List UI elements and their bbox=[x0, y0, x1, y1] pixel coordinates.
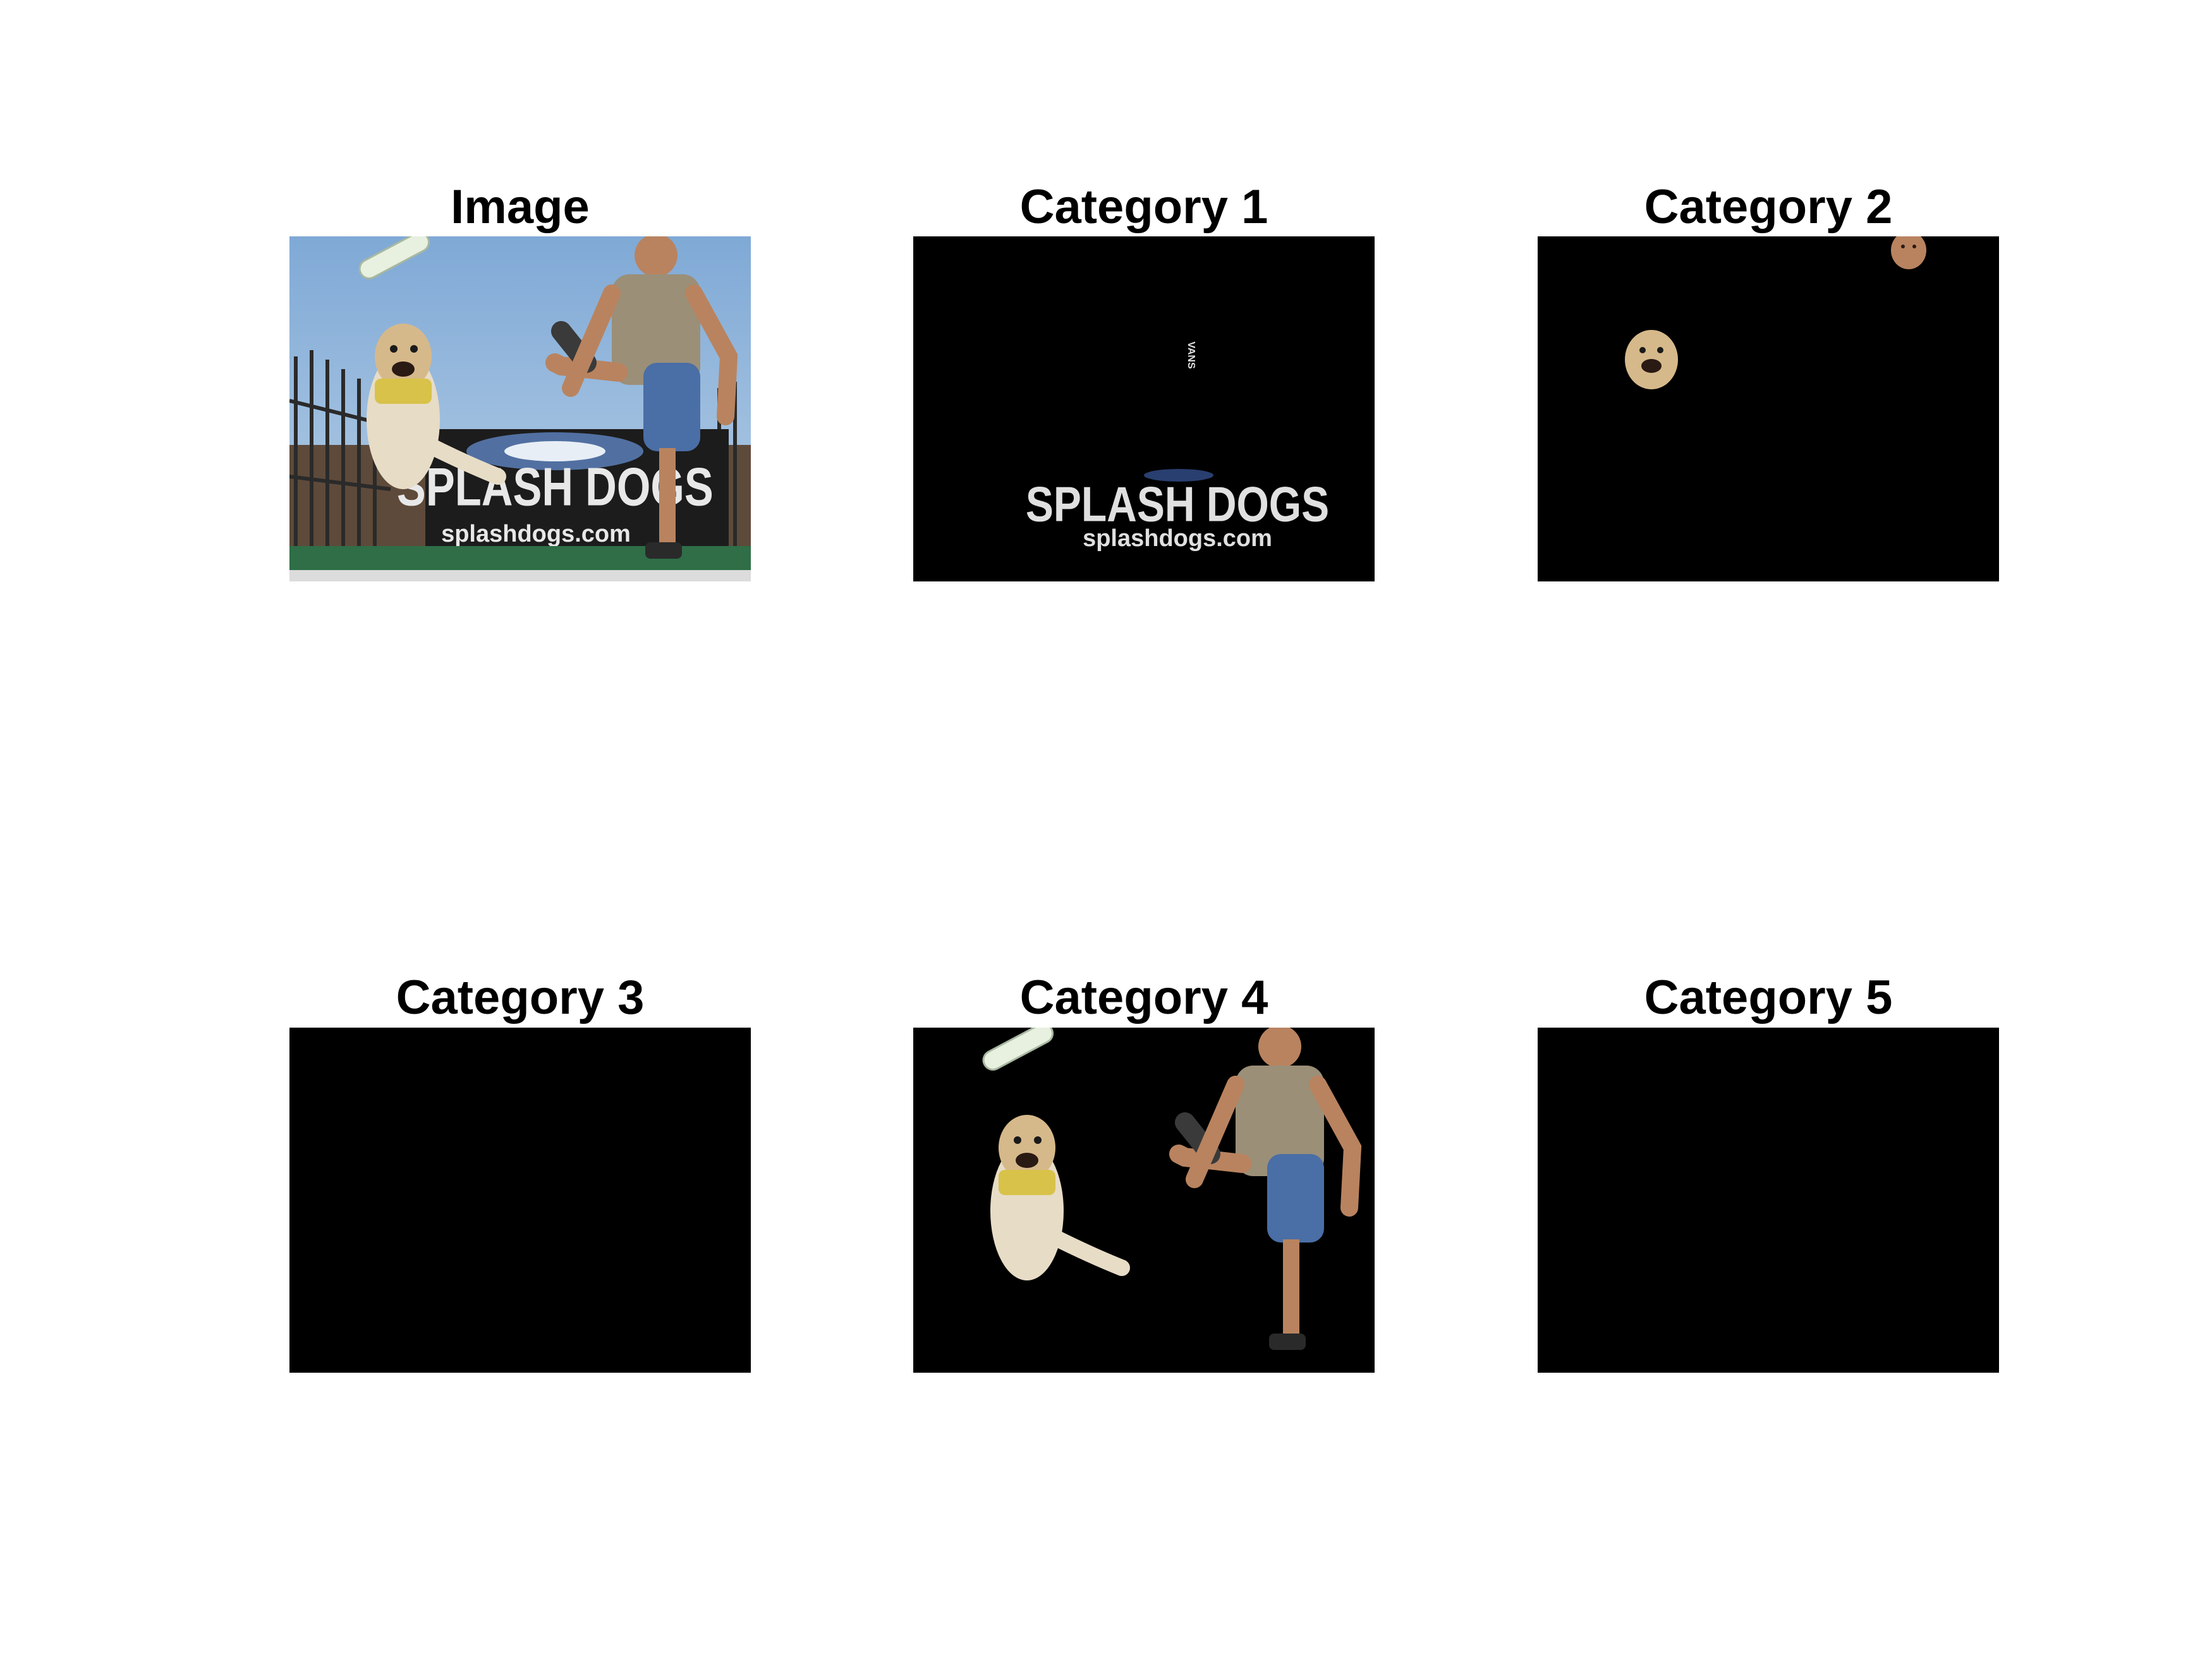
dog bbox=[367, 324, 506, 489]
segment-banner-url: splashdogs.com bbox=[1083, 525, 1272, 552]
man bbox=[545, 236, 738, 559]
panel-title-image: Image bbox=[451, 180, 590, 234]
dog-face bbox=[1625, 330, 1678, 389]
dog-segment bbox=[990, 1115, 1130, 1280]
panel-title-category-5: Category 5 bbox=[1644, 971, 1893, 1024]
man-face bbox=[1891, 236, 1926, 269]
toy-segment bbox=[982, 1028, 1054, 1071]
panel-image-category-1: VANS SPLASH DOGS splashdogs.com bbox=[913, 236, 1375, 581]
shoe-text: VANS bbox=[1186, 341, 1196, 369]
panel-image-category-5 bbox=[1538, 1028, 1999, 1373]
banner-url: splashdogs.com bbox=[441, 521, 631, 547]
panel-title-category-1: Category 1 bbox=[1019, 180, 1268, 234]
panel-title-category-4: Category 4 bbox=[1019, 971, 1268, 1024]
man-segment bbox=[1169, 1028, 1362, 1350]
panel-image-category-4 bbox=[913, 1028, 1375, 1373]
segment-banner-brand: SPLASH DOGS bbox=[1026, 478, 1329, 532]
panel-image-category-3 bbox=[289, 1028, 751, 1373]
toy bbox=[358, 236, 430, 279]
panel-image-original: SPLASH DOGS splashdogs.com bbox=[289, 236, 751, 581]
panel-image-category-2 bbox=[1538, 236, 1999, 581]
panel-title-category-2: Category 2 bbox=[1644, 180, 1893, 234]
panel-title-category-3: Category 3 bbox=[396, 971, 645, 1024]
